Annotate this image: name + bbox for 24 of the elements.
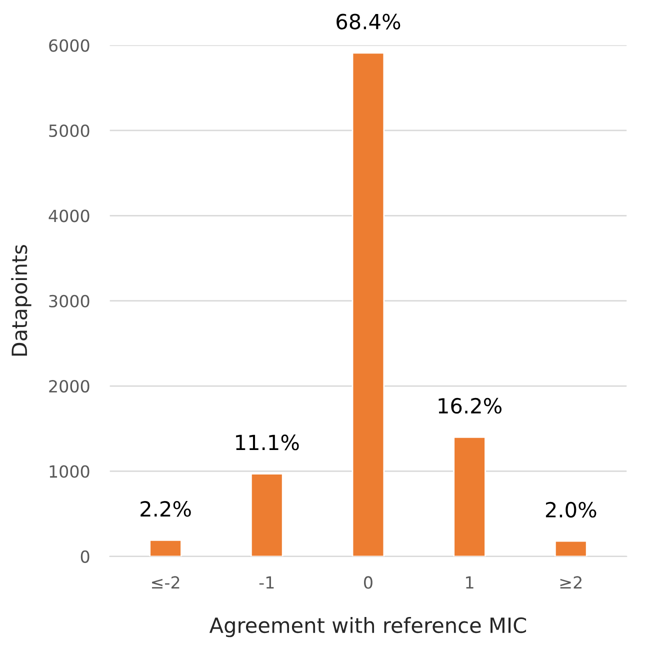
y-tick-label: 3000	[49, 294, 90, 308]
x-tick-label: ≥2	[560, 576, 582, 589]
bar	[250, 473, 284, 556]
x-tick-label: ≤-2	[152, 576, 180, 589]
annotation: 68.4%	[336, 14, 400, 30]
y-tick-label: 5000	[49, 124, 90, 138]
y-tick-label: 4000	[48, 210, 90, 222]
annotation: 2.2%	[140, 500, 191, 517]
bar	[554, 540, 588, 556]
y-tick-label: 0	[80, 550, 90, 563]
x-tick-label: 1	[466, 576, 474, 589]
annotation: 16.2%	[438, 398, 502, 414]
annotation: 11.1%	[236, 434, 299, 450]
y-axis-title: Datapoints	[11, 245, 32, 356]
bar	[453, 436, 486, 556]
bar	[149, 540, 182, 556]
x-tick-label: 0	[364, 576, 372, 589]
y-tick-label: 2000	[49, 380, 90, 393]
x-tick-label: -1	[259, 576, 274, 589]
bar	[352, 52, 385, 556]
annotation: 2.0%	[546, 502, 596, 518]
y-tick-label: 1000	[50, 465, 90, 478]
x-axis-title: Agreement with reference MIC	[209, 616, 526, 638]
y-tick-label: 6000	[49, 39, 90, 52]
